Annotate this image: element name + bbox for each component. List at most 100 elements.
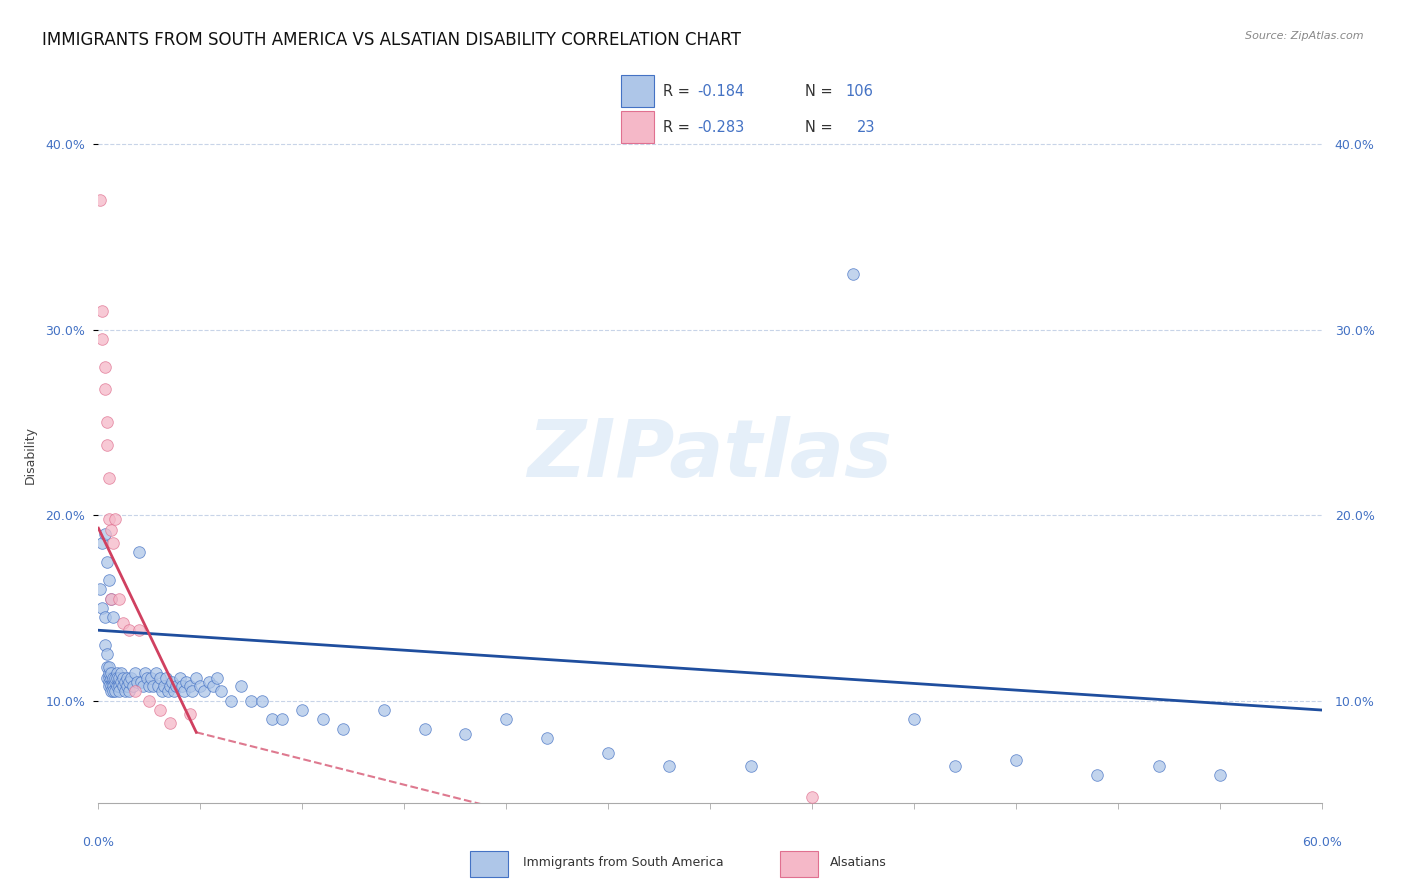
Point [903, 712, 925, 726]
Point [115, 679, 138, 693]
Text: 60.0%: 60.0% [1302, 837, 1341, 849]
Text: N =: N = [806, 120, 838, 135]
Point [100, 679, 122, 693]
Point [111, 615, 134, 630]
Point [97, 573, 120, 587]
Point [270, 712, 294, 726]
Point [128, 624, 150, 638]
Point [96, 648, 118, 662]
Point [93, 638, 115, 652]
Point [105, 672, 128, 686]
Point [373, 703, 395, 717]
Point [332, 722, 354, 736]
Point [100, 665, 122, 680]
Point [108, 591, 131, 606]
Point [96, 416, 118, 430]
Point [111, 679, 134, 693]
Point [93, 359, 115, 374]
Point [188, 679, 212, 693]
Point [97, 660, 120, 674]
Point [114, 684, 136, 698]
Point [142, 679, 165, 693]
Point [100, 591, 122, 606]
Text: R =: R = [662, 84, 695, 98]
Point [179, 706, 201, 721]
Point [127, 675, 149, 690]
Point [124, 684, 146, 698]
Point [186, 672, 208, 686]
Point [108, 675, 131, 690]
Point [201, 679, 224, 693]
Point [197, 675, 219, 690]
Point [91, 304, 114, 318]
Point [152, 679, 174, 693]
Point [97, 512, 120, 526]
Point [101, 679, 124, 693]
Point [598, 746, 620, 760]
Text: N =: N = [806, 84, 838, 98]
Point [1085, 768, 1108, 782]
Point [205, 672, 228, 686]
Point [132, 679, 155, 693]
Point [114, 675, 136, 690]
Bar [470, 851, 508, 877]
Text: R =: R = [662, 120, 695, 135]
Point [89, 582, 111, 597]
Point [105, 679, 128, 693]
Point [104, 675, 127, 690]
Point [495, 712, 517, 726]
Point [100, 523, 122, 537]
Point [159, 679, 181, 693]
Point [163, 684, 186, 698]
Point [740, 758, 762, 772]
Point [250, 694, 273, 708]
Y-axis label: Disability: Disability [24, 425, 37, 484]
Text: Immigrants from South America: Immigrants from South America [523, 856, 724, 869]
Text: 106: 106 [845, 84, 873, 98]
Point [181, 684, 204, 698]
Point [108, 672, 131, 686]
Point [170, 679, 193, 693]
Point [1147, 758, 1170, 772]
Point [100, 591, 122, 606]
Point [110, 675, 132, 690]
Point [454, 727, 477, 741]
Point [96, 438, 118, 452]
Text: 0.0%: 0.0% [83, 837, 114, 849]
Point [105, 665, 128, 680]
Point [173, 684, 195, 698]
Point [138, 694, 160, 708]
Point [110, 665, 132, 680]
Point [96, 672, 118, 686]
Point [118, 675, 141, 690]
Point [97, 471, 120, 485]
Point [115, 672, 138, 686]
Point [93, 526, 115, 541]
Point [841, 267, 863, 281]
Text: -0.283: -0.283 [697, 120, 745, 135]
Point [169, 672, 191, 686]
Bar [621, 112, 654, 143]
Point [155, 672, 177, 686]
Point [101, 675, 124, 690]
Bar [621, 76, 654, 107]
Point [120, 672, 142, 686]
Point [943, 758, 966, 772]
Point [174, 675, 197, 690]
Text: ZIPatlas: ZIPatlas [527, 416, 893, 494]
Point [149, 672, 172, 686]
Point [801, 790, 824, 805]
Point [145, 665, 167, 680]
Point [91, 332, 114, 346]
Point [136, 672, 159, 686]
Point [96, 660, 118, 674]
Point [100, 672, 122, 686]
Point [291, 703, 314, 717]
Point [108, 679, 131, 693]
Point [413, 722, 436, 736]
Point [156, 684, 179, 698]
Point [260, 712, 283, 726]
Point [150, 684, 173, 698]
Point [179, 679, 201, 693]
Point [104, 684, 127, 698]
